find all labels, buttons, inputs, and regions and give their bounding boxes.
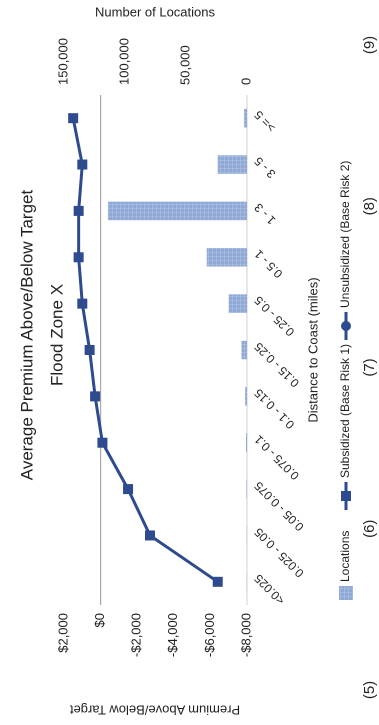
legend-marker — [341, 321, 351, 331]
marker — [68, 113, 79, 124]
y2-tick-label: 100,000 — [116, 38, 131, 85]
line — [71, 117, 219, 584]
legend-label: Unsubsidized (Base Risk 2) — [338, 161, 352, 308]
footer-label: (9) — [361, 36, 378, 54]
bar — [228, 294, 247, 313]
y-axis-title: Premium Above/Below Target — [69, 703, 240, 718]
x-tick-label: 1 - 3 — [251, 200, 278, 227]
marker — [145, 530, 156, 541]
y-tick-label: -$4,000 — [165, 613, 180, 657]
x-tick-label: <0.025 — [251, 571, 287, 607]
legend-marker — [341, 491, 351, 501]
bar — [245, 387, 247, 406]
x-tick-label: 0.15 - 0.25 — [251, 339, 302, 390]
bar — [217, 155, 248, 174]
x-tick-label: >= 5 — [251, 108, 278, 135]
marker — [90, 391, 101, 402]
y2-tick-label: 0 — [238, 78, 253, 85]
marker — [77, 159, 88, 170]
x-axis-title: Distance to Coast (miles) — [305, 277, 320, 422]
chart-title: Average Premium Above/Below Target — [17, 190, 36, 481]
bar — [243, 108, 247, 128]
footer-label: (8) — [361, 197, 378, 215]
legend-label: Locations — [338, 531, 352, 582]
marker — [212, 576, 223, 587]
legend-swatch — [339, 586, 353, 600]
x-tick-label: 0.5 - 1 — [251, 247, 285, 281]
x-tick-label: 0.25 - 0.5 — [251, 293, 297, 339]
bar — [246, 479, 247, 499]
x-tick-label: 0.05 - 0.075 — [251, 479, 306, 534]
footer-label: (7) — [361, 358, 378, 376]
bar — [241, 340, 247, 360]
y-tick-label: $2,000 — [55, 613, 70, 653]
marker — [73, 252, 84, 263]
marker — [73, 205, 84, 216]
x-tick-label: 3 - 5 — [251, 154, 278, 181]
y-tick-label: -$2,000 — [129, 613, 144, 657]
y-tick-label: -$6,000 — [202, 613, 217, 657]
marker — [77, 298, 88, 309]
marker — [84, 345, 95, 355]
bar — [246, 433, 248, 452]
marker — [123, 484, 134, 495]
bar — [107, 201, 247, 221]
y-tick-label: -$8,000 — [238, 613, 253, 657]
marker — [97, 437, 108, 448]
x-tick-label: 0.075 - 0.1 — [251, 432, 302, 483]
bar — [206, 247, 248, 267]
footer-label: (5) — [361, 681, 378, 699]
legend-label: Subsidized (Base Risk 1) — [338, 344, 352, 478]
footer-label: (6) — [361, 520, 378, 538]
y2-tick-label: 50,000 — [177, 45, 192, 85]
y2-axis-title: Number of Locations — [95, 4, 215, 19]
y-tick-label: $0 — [92, 613, 107, 627]
y2-tick-label: 150,000 — [55, 38, 70, 85]
x-tick-label: 0.1 - 0.15 — [251, 386, 297, 432]
chart-subtitle: Flood Zone X — [47, 284, 66, 386]
